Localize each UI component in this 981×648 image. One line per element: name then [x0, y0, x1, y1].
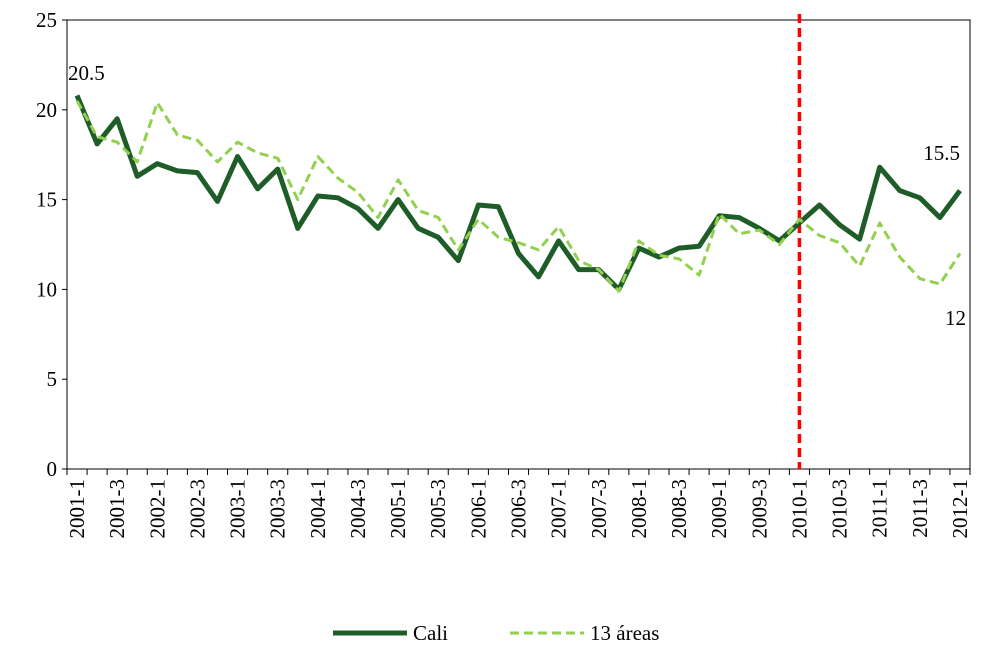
x-tick-label: 2008-1 [627, 479, 651, 539]
legend-label: Cali [413, 621, 448, 645]
x-tick-label: 2005-1 [386, 479, 410, 539]
x-tick-label: 2001-3 [105, 479, 129, 539]
plot-frame [66, 19, 971, 470]
x-tick-label: 2005-3 [426, 479, 450, 539]
x-tick-label: 2006-1 [466, 479, 490, 539]
x-tick-label: 2011-1 [868, 479, 892, 538]
y-tick-label: 0 [47, 457, 58, 481]
x-tick-label: 2011-3 [908, 479, 932, 538]
annotation: 20.5 [68, 61, 105, 85]
x-tick-label: 2009-3 [747, 479, 771, 539]
series-line [75, 100, 962, 293]
y-tick-label: 5 [47, 367, 58, 391]
y-tick-label: 15 [36, 188, 57, 212]
y-tick-label: 25 [36, 8, 57, 32]
x-tick-label: 2007-1 [547, 479, 571, 539]
x-tick-label: 2002-3 [185, 479, 209, 539]
x-tick-label: 2003-3 [266, 479, 290, 539]
legend-label: 13 áreas [590, 621, 659, 645]
x-tick-label: 2004-1 [306, 479, 330, 539]
x-tick-label: 2003-1 [226, 479, 250, 539]
x-tick-label: 2010-1 [787, 479, 811, 539]
x-tick-label: 2010-3 [828, 479, 852, 539]
x-tick-label: 2004-3 [346, 479, 370, 539]
x-tick-label: 2012-1 [948, 479, 972, 539]
x-tick-label: 2007-3 [587, 479, 611, 539]
x-tick-label: 2009-1 [707, 479, 731, 539]
x-tick-label: 2006-3 [507, 479, 531, 539]
x-tick-label: 2002-1 [145, 479, 169, 539]
annotation: 12 [945, 306, 966, 330]
annotation: 15.5 [923, 141, 960, 165]
series-line [74, 94, 962, 292]
y-tick-label: 20 [36, 98, 57, 122]
y-tick-label: 10 [36, 277, 57, 301]
x-tick-label: 2008-3 [667, 479, 691, 539]
x-tick-label: 2001-1 [65, 479, 89, 539]
